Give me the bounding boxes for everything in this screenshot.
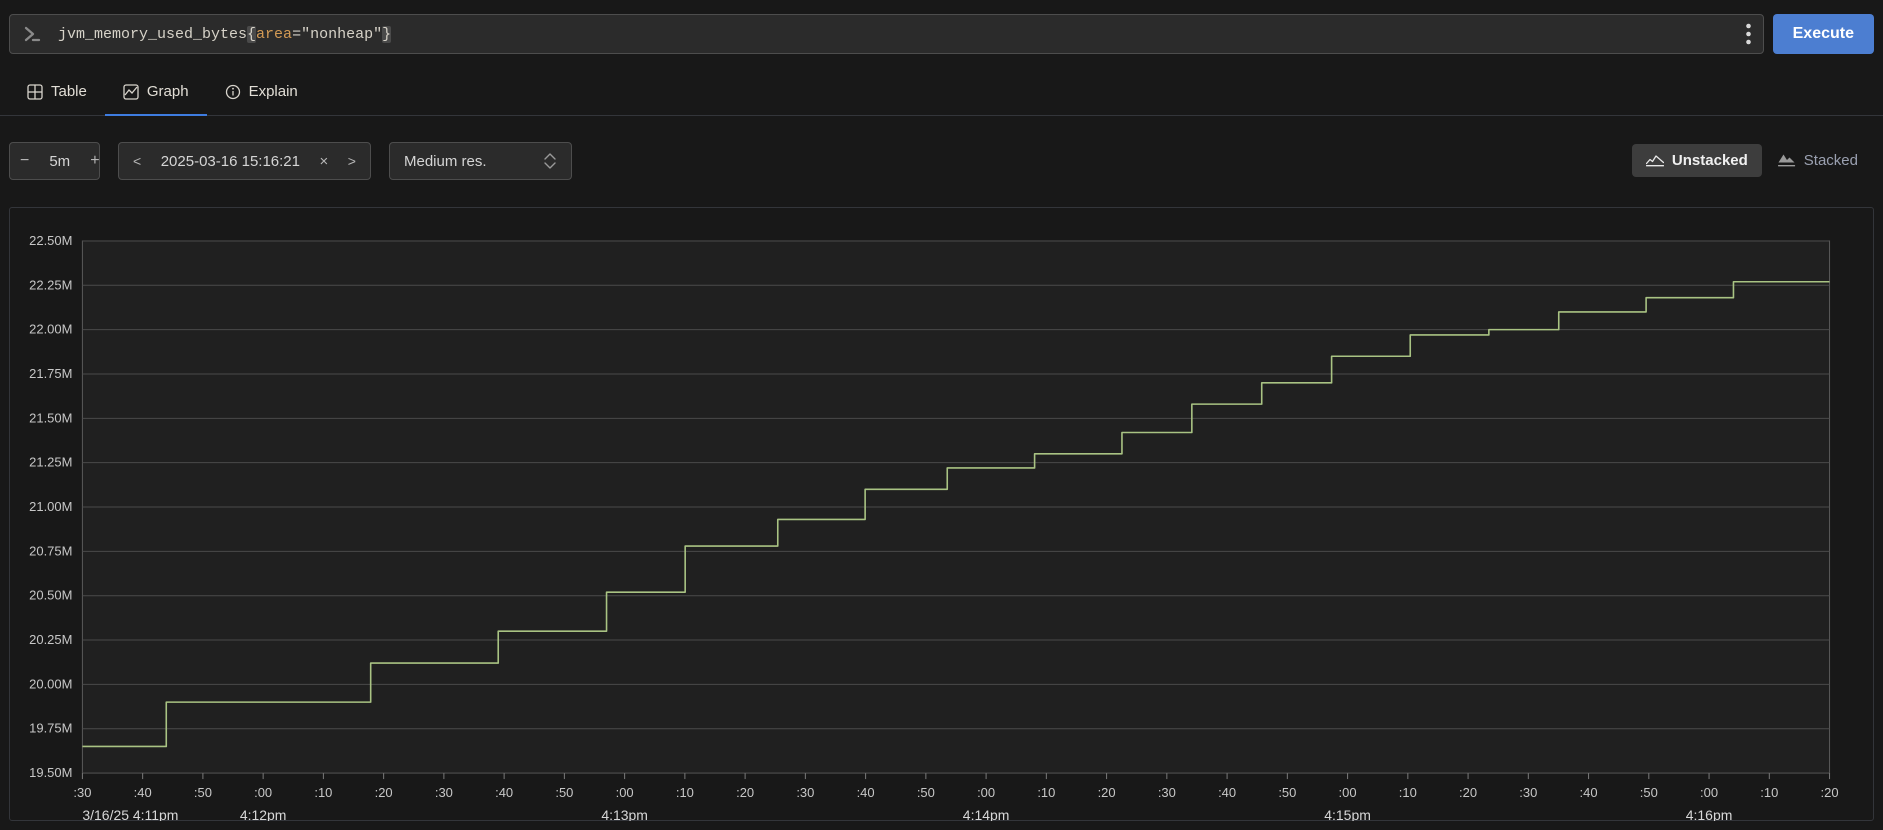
svg-text::20: :20 [375,785,393,800]
svg-text:22.00M: 22.00M [29,322,72,337]
svg-text::00: :00 [1700,785,1718,800]
svg-text::10: :10 [314,785,332,800]
svg-text:3/16/25 4:11pm: 3/16/25 4:11pm [82,807,178,821]
svg-text:19.50M: 19.50M [29,765,72,780]
svg-text::40: :40 [1218,785,1236,800]
svg-text::10: :10 [1399,785,1417,800]
svg-text:20.50M: 20.50M [29,588,72,603]
svg-text:4:15pm: 4:15pm [1324,807,1371,821]
svg-text::20: :20 [1821,785,1839,800]
svg-text::30: :30 [1158,785,1176,800]
svg-text::20: :20 [1098,785,1116,800]
svg-text:4:12pm: 4:12pm [240,807,287,821]
svg-text:19.75M: 19.75M [29,721,72,736]
svg-text::50: :50 [1640,785,1658,800]
svg-text::30: :30 [435,785,453,800]
svg-text:21.75M: 21.75M [29,366,72,381]
svg-text:20.00M: 20.00M [29,676,72,691]
svg-text:4:16pm: 4:16pm [1686,807,1733,821]
svg-text::00: :00 [1339,785,1357,800]
svg-text::00: :00 [977,785,995,800]
svg-text::50: :50 [917,785,935,800]
svg-text::20: :20 [1459,785,1477,800]
svg-text::40: :40 [1580,785,1598,800]
svg-text::20: :20 [736,785,754,800]
svg-text::00: :00 [254,785,272,800]
svg-text::50: :50 [1278,785,1296,800]
svg-text::40: :40 [134,785,152,800]
svg-text::10: :10 [1037,785,1055,800]
svg-text::30: :30 [73,785,91,800]
svg-text::30: :30 [796,785,814,800]
svg-text:4:14pm: 4:14pm [963,807,1010,821]
svg-text:22.50M: 22.50M [29,233,72,248]
svg-text:20.25M: 20.25M [29,632,72,647]
svg-text:21.00M: 21.00M [29,499,72,514]
svg-text::50: :50 [555,785,573,800]
svg-text:22.25M: 22.25M [29,277,72,292]
svg-text::10: :10 [1760,785,1778,800]
svg-text:21.50M: 21.50M [29,410,72,425]
svg-text::10: :10 [676,785,694,800]
svg-text:20.75M: 20.75M [29,543,72,558]
svg-text::30: :30 [1519,785,1537,800]
svg-text::40: :40 [857,785,875,800]
svg-text:4:13pm: 4:13pm [601,807,648,821]
svg-text::00: :00 [616,785,634,800]
svg-text:21.25M: 21.25M [29,455,72,470]
svg-text::40: :40 [495,785,513,800]
svg-text::50: :50 [194,785,212,800]
